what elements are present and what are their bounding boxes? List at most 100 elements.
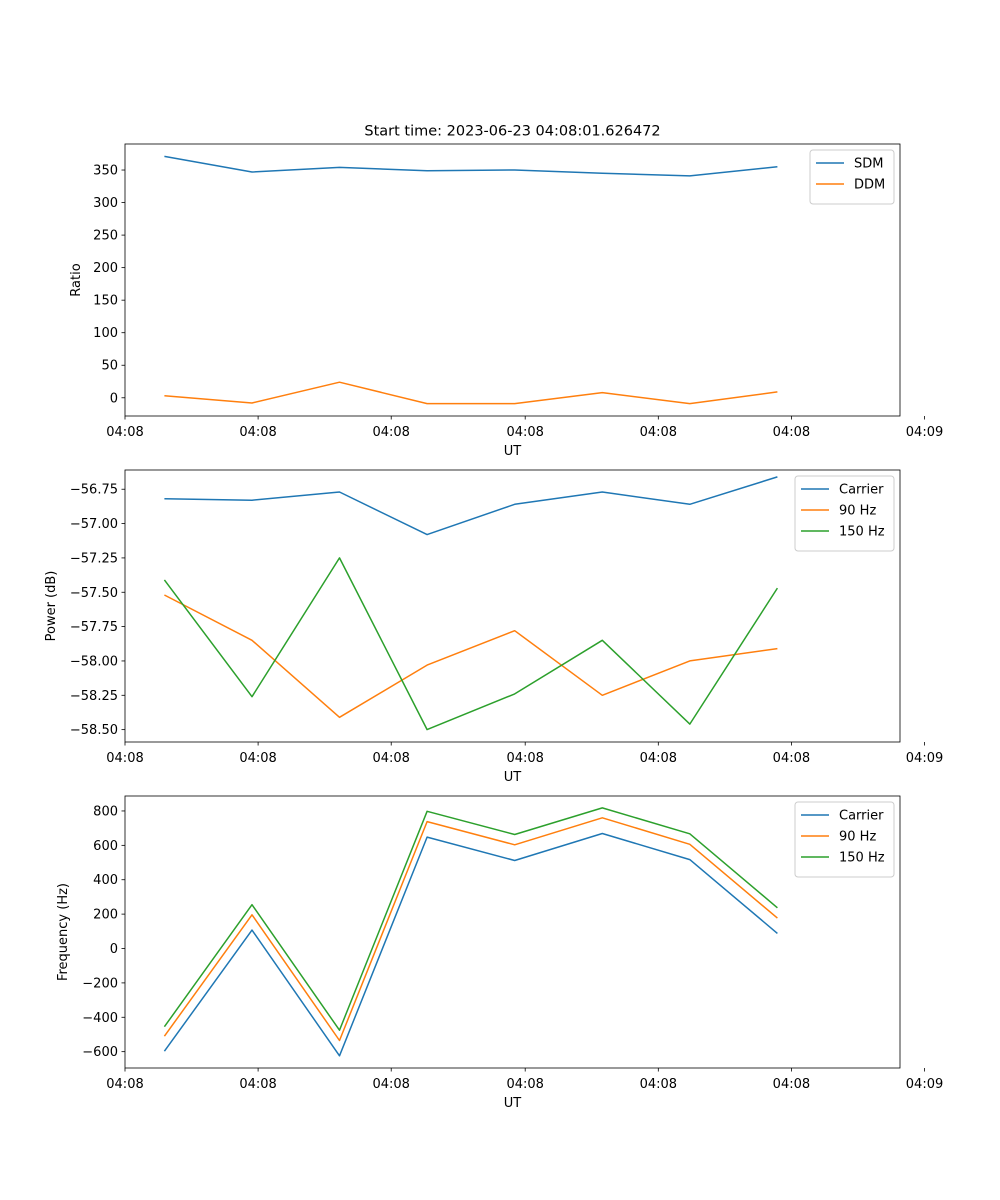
series-line-3-150-hz <box>163 807 778 1031</box>
x-tick-label: 04:08 <box>506 425 543 440</box>
plot-frame-2 <box>124 469 901 743</box>
y-tick-label: −56.75 <box>70 483 118 498</box>
y-tick-label: 50 <box>101 359 118 374</box>
series-line-2-carrier <box>164 476 778 536</box>
legend-box-3 <box>794 801 895 878</box>
data-point <box>164 498 166 500</box>
x-tick-label: 04:08 <box>239 751 276 766</box>
data-point <box>251 904 253 906</box>
y-tick-label: 600 <box>93 839 118 854</box>
data-point <box>689 660 691 662</box>
x-tick-label: 04:08 <box>239 1077 276 1092</box>
data-point <box>164 395 166 397</box>
data-point <box>251 696 253 698</box>
data-point <box>777 391 779 393</box>
data-point <box>426 534 428 536</box>
y-tick-label: 250 <box>93 229 118 244</box>
data-point <box>689 175 691 177</box>
y-axis-label: Power (dB) <box>44 571 59 642</box>
chart-title: Start time: 2023-06-23 04:08:01.626472 <box>364 124 660 140</box>
data-point <box>426 836 428 838</box>
data-point <box>777 933 779 935</box>
y-tick-label: 150 <box>93 294 118 309</box>
data-point <box>339 491 341 493</box>
data-point <box>251 640 253 642</box>
x-tick-label: 04:09 <box>906 751 943 766</box>
y-tick-label: −58.00 <box>70 654 118 669</box>
y-tick-label: 400 <box>93 873 118 888</box>
x-tick-label: 04:08 <box>106 751 143 766</box>
y-tick-label: −58.50 <box>70 723 118 738</box>
x-tick-label: 04:08 <box>640 751 677 766</box>
legend-label: 90 Hz <box>839 504 876 519</box>
data-point <box>339 167 341 169</box>
plot-frame-3 <box>124 795 901 1069</box>
data-point <box>689 403 691 405</box>
data-point <box>339 381 341 383</box>
data-point <box>339 1029 341 1031</box>
y-tick-label: 0 <box>110 391 118 406</box>
data-point <box>777 648 779 650</box>
plot-frame-1 <box>124 143 901 417</box>
data-point <box>339 1055 341 1057</box>
data-point <box>514 844 516 846</box>
data-point <box>251 402 253 404</box>
data-point <box>251 499 253 501</box>
x-tick-label: 04:08 <box>372 1077 409 1092</box>
series-line-1-sdm <box>164 155 778 177</box>
data-point <box>339 717 341 719</box>
data-point <box>251 914 253 916</box>
data-point <box>426 403 428 405</box>
legend-label: 90 Hz <box>839 830 876 845</box>
series-line-3-90-hz <box>163 817 778 1042</box>
y-tick-label: −600 <box>82 1045 118 1060</box>
data-point <box>777 917 779 919</box>
x-axis-label: UT <box>504 770 522 785</box>
data-point <box>164 579 166 581</box>
legend-label: SDM <box>854 157 883 172</box>
legend-box-2 <box>794 475 895 552</box>
data-point <box>164 156 166 158</box>
data-point <box>777 907 779 909</box>
x-tick-label: 04:08 <box>239 425 276 440</box>
data-point <box>426 729 428 731</box>
x-tick-label: 04:08 <box>773 751 810 766</box>
y-tick-label: 0 <box>110 942 118 957</box>
y-tick-label: 300 <box>93 196 118 211</box>
y-tick-label: −57.50 <box>70 586 118 601</box>
x-axis-label: UT <box>504 1096 522 1111</box>
data-point <box>426 811 428 813</box>
legend-label: DDM <box>854 178 885 193</box>
x-tick-label: 04:08 <box>372 751 409 766</box>
data-point <box>251 929 253 931</box>
data-point <box>689 504 691 506</box>
data-point <box>514 630 516 632</box>
data-point <box>602 640 604 642</box>
data-point <box>164 594 166 596</box>
series-line-1-ddm <box>164 381 778 405</box>
legend-label: Carrier <box>839 483 884 498</box>
data-point <box>339 1040 341 1042</box>
data-point <box>602 817 604 819</box>
y-tick-label: 200 <box>93 261 118 276</box>
data-point <box>251 171 253 173</box>
data-point <box>777 587 779 589</box>
data-point <box>339 557 341 559</box>
y-tick-label: −400 <box>82 1011 118 1026</box>
x-tick-label: 04:08 <box>506 1077 543 1092</box>
x-axis-label: UT <box>504 444 522 459</box>
data-point <box>602 833 604 835</box>
x-tick-label: 04:09 <box>906 1077 943 1092</box>
data-point <box>426 664 428 666</box>
data-point <box>689 723 691 725</box>
data-point <box>689 833 691 835</box>
data-point <box>602 491 604 493</box>
y-tick-label: 800 <box>93 804 118 819</box>
data-point <box>514 504 516 506</box>
legend-label: 150 Hz <box>839 851 885 866</box>
y-tick-label: 200 <box>93 908 118 923</box>
y-tick-label: −57.00 <box>70 517 118 532</box>
x-tick-label: 04:08 <box>640 1077 677 1092</box>
data-point <box>777 166 779 168</box>
x-tick-label: 04:08 <box>372 425 409 440</box>
